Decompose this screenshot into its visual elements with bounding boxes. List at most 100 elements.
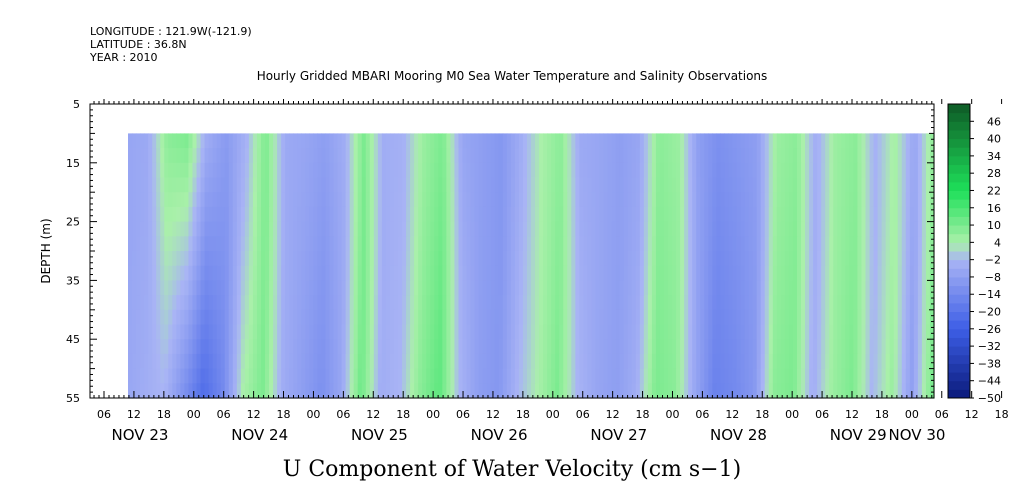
heatmap-cell	[160, 368, 165, 384]
heatmap-cell	[531, 133, 536, 149]
heatmap-cell	[539, 221, 544, 237]
heatmap-cell	[575, 206, 580, 223]
heatmap-cell	[744, 148, 750, 164]
heatmap-cell	[212, 206, 218, 223]
heatmap-cell	[700, 251, 705, 267]
heatmap-cell	[514, 221, 520, 237]
heatmap-cell	[676, 177, 681, 193]
heatmap-cell	[857, 309, 863, 326]
heatmap-cell	[313, 383, 319, 399]
heatmap-cell	[422, 280, 427, 296]
heatmap-cell	[333, 353, 339, 370]
heatmap-cell	[426, 280, 431, 296]
heatmap-cell	[583, 177, 589, 193]
heatmap-cell	[760, 221, 766, 237]
heatmap-cell	[861, 177, 867, 193]
heatmap-cell	[490, 309, 496, 326]
heatmap-cell	[897, 280, 903, 296]
heatmap-cell	[398, 383, 403, 399]
heatmap-cell	[861, 353, 867, 370]
heatmap-cell	[196, 383, 202, 399]
heatmap-cell	[132, 251, 137, 267]
heatmap-cell	[172, 162, 177, 179]
heatmap-cell	[619, 339, 625, 355]
heatmap-cell	[204, 206, 210, 223]
heatmap-cell	[325, 383, 331, 399]
heatmap-cell	[128, 133, 133, 149]
heatmap-cell	[285, 162, 290, 179]
heatmap-cell	[498, 353, 504, 370]
heatmap-cell	[873, 133, 879, 149]
heatmap-cell	[788, 177, 794, 193]
heatmap-cell	[212, 162, 218, 179]
heatmap-cell	[551, 206, 556, 223]
heatmap-cell	[893, 192, 899, 208]
x-tick-label: 00	[426, 408, 440, 421]
heatmap-cell	[909, 236, 915, 252]
heatmap-cell	[260, 236, 266, 252]
heatmap-cell	[204, 309, 210, 326]
colorbar-swatch	[948, 147, 970, 157]
heatmap-cell	[357, 309, 363, 326]
heatmap-cell	[833, 177, 838, 193]
heatmap-cell	[551, 280, 556, 296]
heatmap-cell	[716, 265, 722, 281]
heatmap-cell	[805, 309, 810, 326]
heatmap-cell	[547, 324, 552, 340]
heatmap-cell	[764, 133, 770, 149]
heatmap-cell	[510, 368, 516, 384]
heatmap-cell	[305, 280, 310, 296]
heatmap-cell	[732, 177, 738, 193]
heatmap-cell	[925, 309, 931, 326]
heatmap-cell	[655, 206, 661, 223]
heatmap-cell	[389, 324, 395, 340]
heatmap-cell	[313, 368, 319, 384]
heatmap-cell	[329, 206, 335, 223]
heatmap-cell	[825, 177, 830, 193]
heatmap-cell	[414, 324, 419, 340]
heatmap-cell	[494, 177, 500, 193]
heatmap-cell	[353, 133, 359, 149]
heatmap-cell	[740, 251, 746, 267]
heatmap-cell	[522, 162, 528, 179]
heatmap-cell	[889, 133, 895, 149]
heatmap-cell	[659, 236, 665, 252]
x-tick-label: 12	[486, 408, 500, 421]
heatmap-cell	[144, 280, 149, 296]
heatmap-cell	[712, 206, 717, 223]
heatmap-cell	[740, 133, 746, 149]
heatmap-cell	[398, 221, 403, 237]
heatmap-cell	[402, 368, 407, 384]
heatmap-cell	[692, 368, 697, 384]
heatmap-cell	[809, 309, 814, 326]
heatmap-cell	[805, 265, 810, 281]
heatmap-cell	[224, 265, 230, 281]
heatmap-cell	[543, 221, 548, 237]
heatmap-cell	[535, 295, 540, 311]
heatmap-cell	[490, 295, 496, 311]
heatmap-cell	[462, 206, 468, 223]
heatmap-cell	[212, 221, 218, 237]
heatmap-cell	[144, 295, 149, 311]
heatmap-cell	[853, 324, 859, 340]
heatmap-cell	[639, 280, 645, 296]
heatmap-cell	[833, 148, 838, 164]
heatmap-cell	[325, 148, 331, 164]
heatmap-cell	[402, 251, 407, 267]
heatmap-cell	[200, 251, 206, 267]
x-axis-title: U Component of Water Velocity (cm s−1)	[283, 457, 741, 482]
heatmap-cell	[712, 295, 717, 311]
heatmap-cell	[551, 148, 556, 164]
heatmap-cell	[655, 265, 661, 281]
heatmap-cell	[583, 236, 589, 252]
heatmap-cell	[651, 133, 657, 149]
heatmap-cell	[393, 221, 399, 237]
heatmap-cell	[389, 265, 395, 281]
heatmap-cell	[220, 280, 226, 296]
heatmap-cell	[273, 133, 278, 149]
heatmap-cell	[522, 206, 528, 223]
heatmap-cell	[724, 177, 730, 193]
heatmap-cell	[309, 133, 314, 149]
heatmap-cell	[377, 309, 383, 326]
heatmap-cell	[389, 236, 395, 252]
